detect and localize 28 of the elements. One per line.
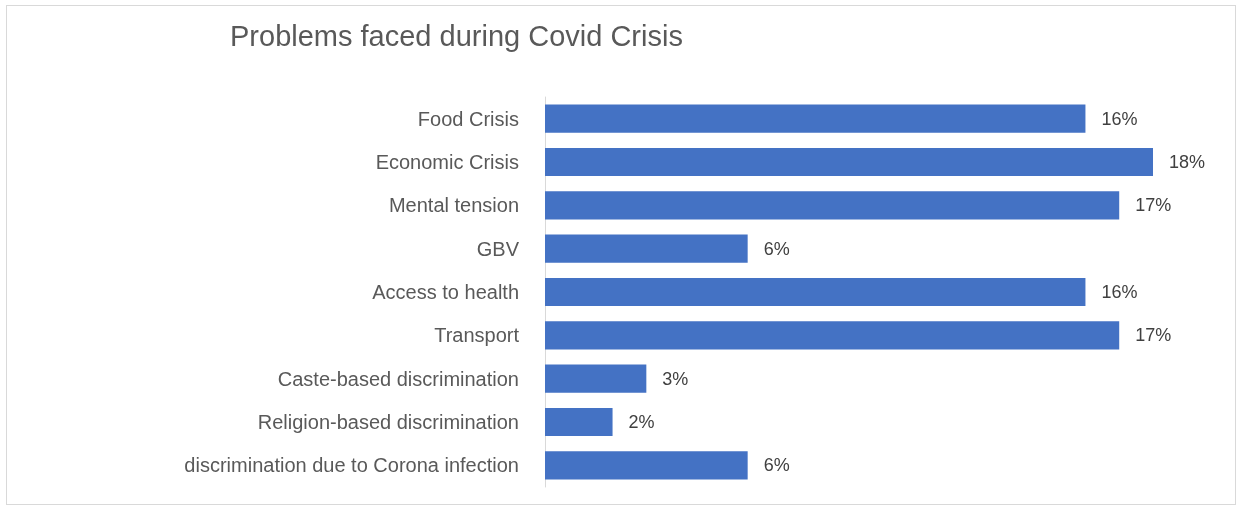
chart-title: Problems faced during Covid Crisis	[230, 19, 683, 52]
y-tick-label: Mental tension	[388, 194, 519, 217]
y-tick-label: GBV	[476, 237, 520, 260]
data-label: 17%	[1135, 195, 1172, 216]
data-label: 3%	[662, 368, 689, 389]
bar	[545, 364, 647, 393]
y-tick-label: Transport	[434, 324, 520, 347]
data-label: 6%	[763, 455, 790, 476]
bar	[545, 451, 748, 480]
y-tick-label: Access to health	[372, 281, 519, 303]
data-label: 16%	[1101, 282, 1138, 302]
y-tick-label: Economic Crisis	[375, 151, 519, 173]
bar	[545, 321, 1120, 350]
data-label: 6%	[763, 238, 790, 259]
data-label: 17%	[1135, 325, 1172, 346]
y-tick-label: Food Crisis	[417, 107, 519, 130]
bar	[545, 147, 1153, 177]
bar	[545, 191, 1120, 220]
data-label: 16%	[1101, 108, 1138, 129]
bar	[545, 234, 748, 263]
bar	[545, 277, 1086, 307]
y-tick-label: Caste-based discrimination	[277, 367, 519, 390]
y-tick-label: Religion-based discrimination	[257, 411, 519, 433]
y-tick-label: discrimination due to Corona infection	[184, 454, 519, 477]
bar	[545, 407, 613, 437]
data-label: 2%	[628, 412, 655, 432]
bar	[545, 104, 1086, 133]
data-label: 18%	[1169, 152, 1206, 172]
